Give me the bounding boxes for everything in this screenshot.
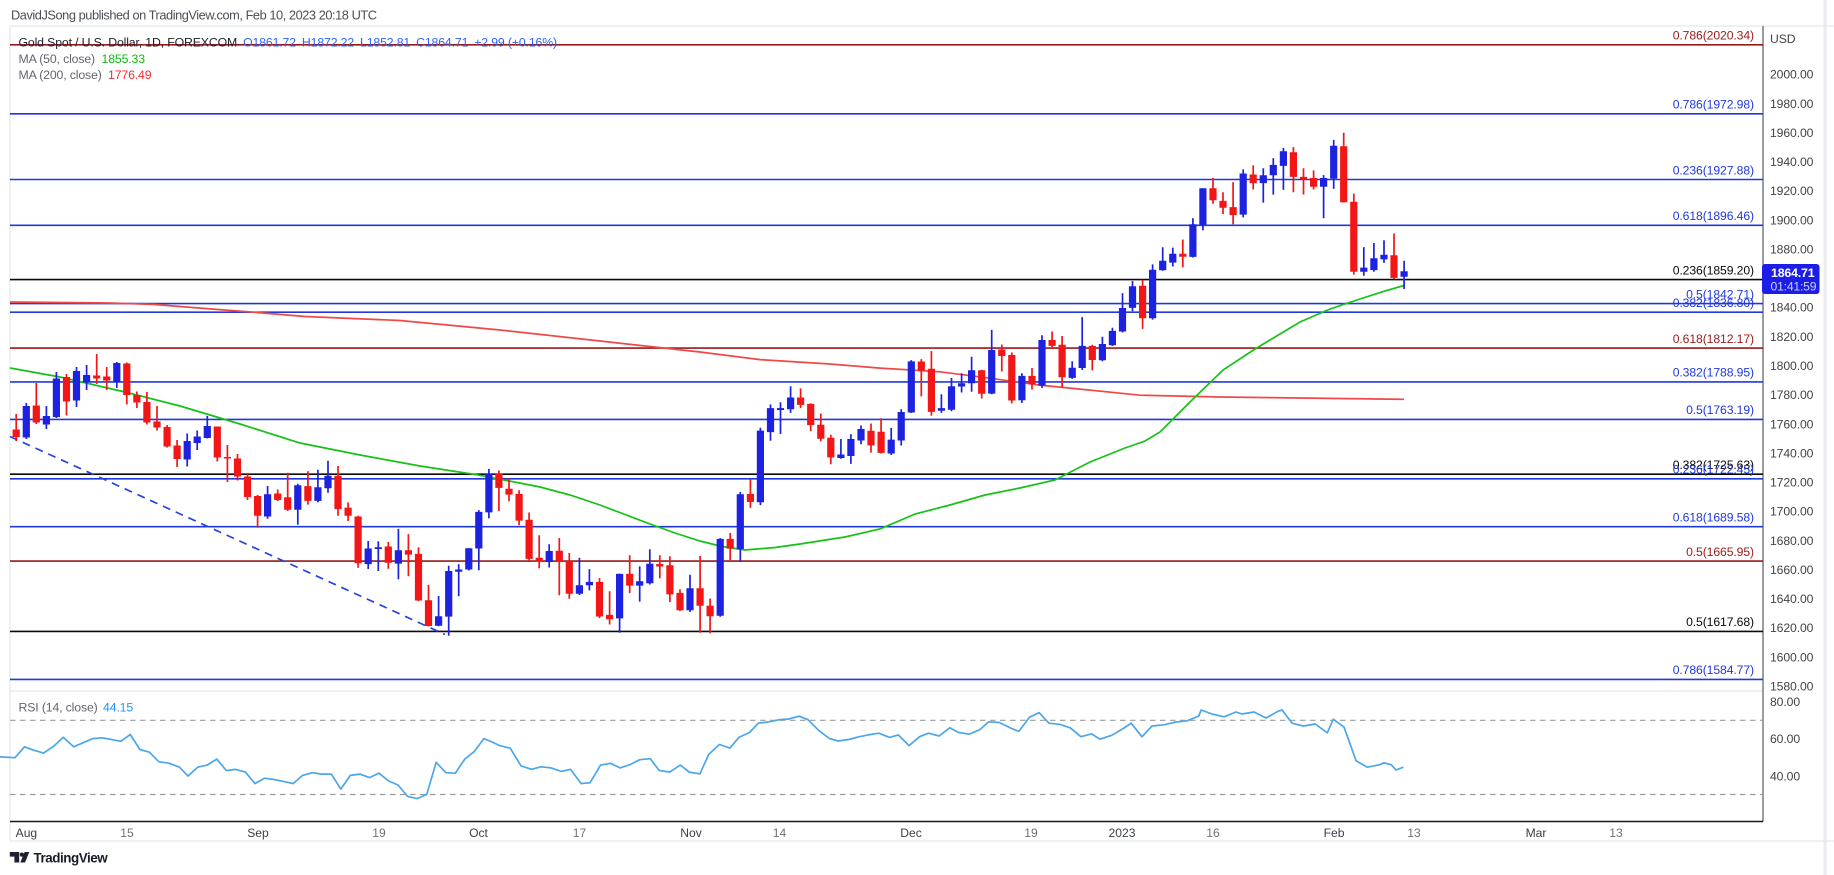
svg-text:40.00: 40.00 [1770,769,1800,783]
svg-text:1760.00: 1760.00 [1770,417,1814,431]
svg-text:1864.71: 1864.71 [1771,266,1815,280]
svg-text:Gold Spot / U.S. Dollar, 1D, F: Gold Spot / U.S. Dollar, 1D, FOREXCOM O1… [19,35,557,49]
svg-text:15: 15 [120,826,134,840]
svg-text:MA (50, close): MA (50, close) [19,52,96,66]
svg-text:2000.00: 2000.00 [1770,68,1814,82]
svg-text:0.5(1763.19): 0.5(1763.19) [1686,403,1754,417]
svg-text:1660.00: 1660.00 [1770,563,1814,577]
svg-text:16: 16 [1206,826,1220,840]
svg-text:1740.00: 1740.00 [1770,446,1814,460]
svg-text:DavidJSong published on Tradin: DavidJSong published on TradingView.com,… [11,8,377,23]
svg-text:60.00: 60.00 [1770,732,1800,746]
svg-text:1855.33: 1855.33 [102,52,146,66]
svg-text:0.5(1617.68): 0.5(1617.68) [1686,615,1754,629]
svg-text:1580.00: 1580.00 [1770,680,1814,694]
svg-text:1820.00: 1820.00 [1770,330,1814,344]
svg-text:0.236(1927.88): 0.236(1927.88) [1673,163,1754,177]
svg-text:14: 14 [773,826,787,840]
svg-text:1900.00: 1900.00 [1770,213,1814,227]
svg-text:0.618(1812.17): 0.618(1812.17) [1673,332,1754,346]
svg-text:0.5(1842.71): 0.5(1842.71) [1686,287,1754,301]
svg-text:17: 17 [573,826,587,840]
svg-text:13: 13 [1407,826,1421,840]
svg-text:01:41:59: 01:41:59 [1771,280,1817,294]
svg-text:1780.00: 1780.00 [1770,388,1814,402]
svg-text:1980.00: 1980.00 [1770,97,1814,111]
svg-text:0.786(1584.77): 0.786(1584.77) [1673,663,1754,677]
svg-text:1776.49: 1776.49 [108,68,152,82]
svg-text:19: 19 [1024,826,1038,840]
svg-text:1720.00: 1720.00 [1770,476,1814,490]
svg-text:0.382(1788.95): 0.382(1788.95) [1673,366,1754,380]
svg-text:MA (200, close): MA (200, close) [19,68,102,82]
svg-text:1600.00: 1600.00 [1770,650,1814,664]
svg-text:Dec: Dec [900,826,922,840]
svg-text:RSI (14, close): RSI (14, close) [19,700,98,714]
svg-text:Nov: Nov [680,826,702,840]
svg-text:1940.00: 1940.00 [1770,155,1814,169]
svg-text:2023: 2023 [1109,826,1136,840]
svg-text:1700.00: 1700.00 [1770,505,1814,519]
svg-text:0.236(1722.45): 0.236(1722.45) [1673,463,1754,477]
svg-text:19: 19 [372,826,386,840]
svg-text:Sep: Sep [247,826,269,840]
svg-text:1960.00: 1960.00 [1770,126,1814,140]
svg-text:0.786(2020.34): 0.786(2020.34) [1673,29,1754,43]
svg-text:0.618(1896.46): 0.618(1896.46) [1673,209,1754,223]
svg-text:1620.00: 1620.00 [1770,621,1814,635]
svg-text:1800.00: 1800.00 [1770,359,1814,373]
svg-text:44.15: 44.15 [103,700,133,714]
svg-text:0.618(1689.58): 0.618(1689.58) [1673,511,1754,525]
svg-text:0.382(1725.63): 0.382(1725.63) [1673,458,1754,472]
svg-text:Mar: Mar [1526,826,1547,840]
svg-text:0.5(1665.95): 0.5(1665.95) [1686,545,1754,559]
svg-text:Aug: Aug [16,826,38,840]
svg-text:1680.00: 1680.00 [1770,534,1814,548]
svg-text:1640.00: 1640.00 [1770,592,1814,606]
svg-text:Feb: Feb [1324,826,1345,840]
svg-text:1840.00: 1840.00 [1770,301,1814,315]
svg-text:0.786(1972.98): 0.786(1972.98) [1673,98,1754,112]
svg-text:Oct: Oct [469,826,488,840]
svg-text:USD: USD [1770,32,1796,46]
svg-text:TradingView: TradingView [34,850,109,865]
svg-text:0.236(1859.20): 0.236(1859.20) [1673,263,1754,277]
svg-text:1880.00: 1880.00 [1770,243,1814,257]
svg-text:13: 13 [1609,826,1623,840]
svg-text:80.00: 80.00 [1770,695,1800,709]
svg-text:0.382(1836.80): 0.382(1836.80) [1673,296,1754,310]
svg-text:1920.00: 1920.00 [1770,184,1814,198]
